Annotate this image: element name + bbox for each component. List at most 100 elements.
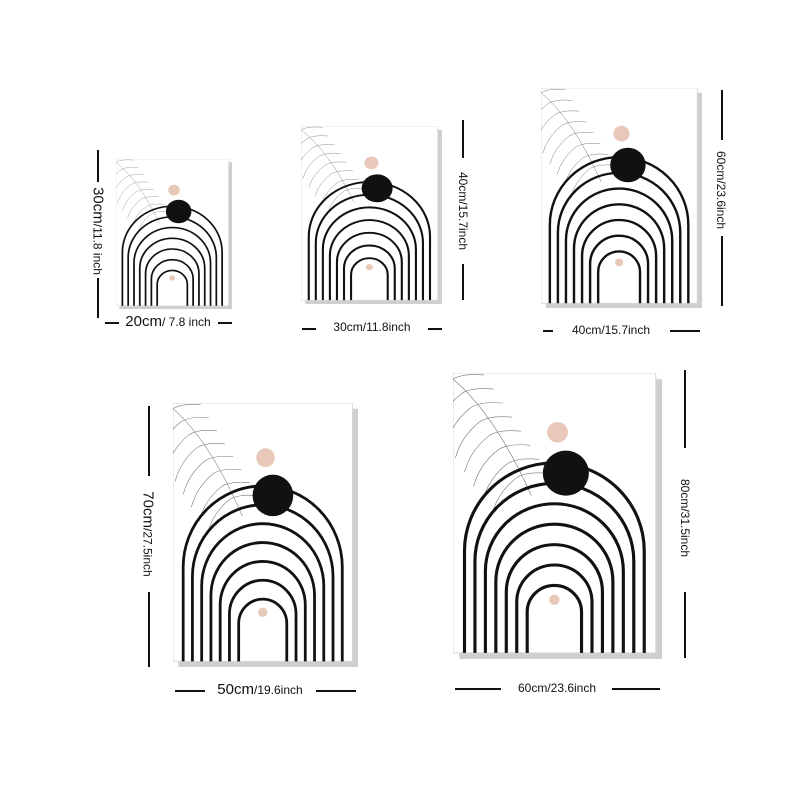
height-line-top — [462, 120, 464, 158]
leaf-frond — [541, 114, 556, 131]
height-line-bottom — [721, 236, 723, 306]
poster-paper — [541, 88, 698, 304]
leaf-frond — [455, 421, 481, 459]
width-line-left — [175, 690, 205, 692]
arch-line — [494, 522, 615, 653]
arch-line — [462, 461, 646, 653]
leaf-frond — [498, 444, 531, 450]
height-cm: 60cm — [714, 150, 728, 181]
peach-dot-top — [364, 156, 379, 170]
leaf-frond — [301, 147, 314, 161]
width-line-left — [302, 328, 316, 330]
arch-line — [150, 258, 195, 306]
height-label-40: 40cm/15.7inch — [456, 172, 470, 250]
leaf-frond — [180, 417, 209, 422]
leaf-frond — [541, 103, 549, 111]
leaf-frond — [319, 152, 341, 157]
leaf-stem — [173, 408, 243, 517]
arch-line — [483, 502, 625, 653]
width-cm: 40cm — [571, 323, 602, 337]
leaf-frond — [549, 135, 570, 165]
nested-arches — [121, 205, 224, 306]
width-sep: / — [362, 320, 367, 334]
arch-line — [200, 522, 326, 662]
leaf-frond — [541, 88, 566, 93]
width-line-left — [455, 688, 501, 690]
leaf-frond — [146, 203, 164, 207]
arch-line — [588, 234, 650, 304]
leaf-frond — [569, 132, 594, 137]
arch-line — [564, 187, 674, 304]
peach-dot-top — [168, 184, 180, 196]
leaf-frond — [331, 170, 354, 174]
nested-arches — [181, 484, 344, 662]
leaf-illustration — [453, 374, 549, 515]
poster-40x60 — [541, 88, 702, 308]
arch-line — [572, 203, 666, 304]
arch-line — [335, 231, 403, 301]
leaf-illustration — [541, 88, 615, 197]
height-inch: 15.7inch — [456, 204, 470, 251]
arch-line — [314, 193, 425, 301]
arch-line — [515, 563, 594, 653]
arch-line — [138, 237, 206, 306]
leaf-frond — [302, 155, 320, 179]
width-label-50: 50cm/19.6inch — [217, 681, 302, 698]
nested-arches — [548, 155, 690, 304]
arch-line — [307, 181, 432, 301]
width-sep: / — [161, 315, 169, 329]
height-label-60: 60cm/23.6inch — [714, 151, 728, 229]
nested-arches — [307, 181, 432, 301]
height-label-80: 80cm/31.5inch — [678, 479, 692, 557]
leaf-frond — [461, 388, 494, 394]
width-sep: / — [547, 681, 551, 695]
leaf-frond — [221, 481, 250, 487]
arch-line — [191, 503, 335, 662]
poster-paper — [453, 373, 657, 654]
poster-60x80 — [453, 373, 662, 659]
leaf-frond — [173, 434, 190, 455]
leaf-frond — [307, 135, 329, 139]
leaf-frond — [205, 455, 234, 461]
arch-line — [580, 218, 658, 304]
arch-line — [525, 583, 584, 653]
height-cm: 30cm — [89, 187, 107, 224]
width-inch: 19.6inch — [257, 683, 303, 697]
leaf-frond — [489, 430, 521, 436]
width-inch: 7.8 inch — [168, 315, 211, 329]
peach-dot-bottom — [169, 275, 176, 281]
leaf-frond — [464, 435, 490, 473]
arch-line — [127, 216, 218, 306]
peach-dot-bottom — [615, 258, 624, 267]
width-cm: 60cm — [517, 681, 548, 695]
peach-dot-top — [547, 422, 568, 443]
leaf-frond — [480, 416, 512, 422]
leaf-frond — [117, 184, 132, 204]
width-line-right — [612, 688, 660, 690]
leaf-frond — [473, 449, 499, 487]
leaf-stem — [116, 162, 160, 224]
height-line-top — [97, 150, 99, 182]
arch-line — [156, 269, 189, 306]
peach-dot-bottom — [258, 607, 268, 618]
width-cm: 20cm — [125, 313, 162, 330]
peach-dot-top — [256, 448, 275, 468]
nested-arches — [462, 461, 646, 653]
poster-30x40 — [301, 126, 442, 304]
poster-paper — [173, 403, 353, 662]
leaf-frond — [547, 99, 573, 104]
arch-line — [237, 597, 289, 662]
leaf-frond — [120, 167, 139, 170]
arch-line — [321, 206, 417, 301]
leaf-stem — [301, 129, 355, 203]
leaf-frond — [141, 196, 159, 200]
leaf-frond — [308, 164, 326, 188]
width-label-60: 60cm/23.6inch — [518, 681, 596, 695]
width-cm: 50cm — [217, 681, 254, 698]
arch-line — [342, 244, 396, 301]
arch-line — [473, 481, 636, 653]
leaf-frond — [453, 406, 472, 429]
leaf-frond — [301, 126, 323, 130]
leaf-frond — [116, 169, 122, 175]
width-inch: 23.6inch — [550, 681, 597, 695]
